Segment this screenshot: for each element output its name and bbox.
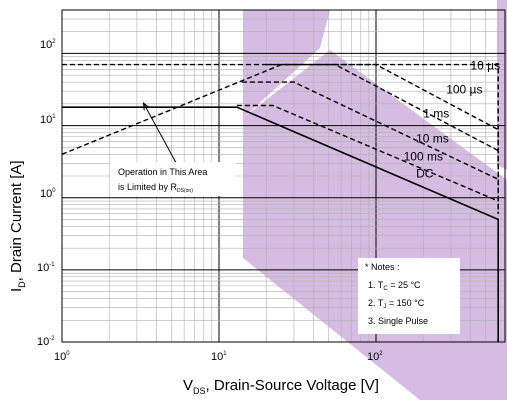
x-axis-title: VDS, Drain-Source Voltage [V] <box>183 377 379 396</box>
notes-item: 1. TC = 25 °C <box>368 280 421 292</box>
series-group <box>61 63 500 342</box>
notes-title: * Notes : <box>365 262 400 272</box>
curve-label: 10 ms <box>416 132 449 146</box>
x-tick-label: 102 <box>367 351 383 363</box>
x-tick-label: 100 <box>54 351 70 363</box>
curve-label: 100 µs <box>446 82 482 96</box>
series-line-100-ms <box>236 104 499 202</box>
y-tick-label: 10-2 <box>37 336 55 348</box>
series-line-10-ms <box>241 81 499 180</box>
curve-label: 100 ms <box>404 149 443 163</box>
y-tick-label: 101 <box>40 114 56 126</box>
series-line-10-s <box>62 63 499 214</box>
annotation-box <box>110 162 236 196</box>
series-line-100-s <box>61 63 499 214</box>
rdson-annotation: Operation in This Area is Limited by RDS… <box>110 104 236 196</box>
curve-labels: 10 µs 100 µs 1 ms 10 ms 100 ms DC <box>404 58 501 180</box>
overlay-band-main <box>243 50 507 400</box>
y-tick-label: 10-1 <box>37 262 55 274</box>
plot-frame <box>61 9 506 343</box>
annotation-arrow <box>144 104 181 171</box>
notes-item: 3. Single Pulse <box>368 316 428 326</box>
curve-label: 10 µs <box>471 58 501 72</box>
x-tick-label: 101 <box>211 351 227 363</box>
notes-item: 2. TJ = 150 °C <box>368 298 425 310</box>
notes-box: * Notes : 1. TC = 25 °C 2. TJ = 150 °C 3… <box>358 258 460 334</box>
annotation-line1: Operation in This Area <box>118 167 207 177</box>
series-line-1-ms <box>266 63 499 152</box>
curve-label: DC <box>416 167 434 181</box>
x-tick-labels: 100 101 102 <box>54 351 383 363</box>
y-tick-labels: 10-2 10-1 100 101 102 <box>37 39 56 348</box>
y-tick-label: 102 <box>40 39 56 51</box>
notes-background <box>358 258 460 334</box>
y-tick-label: 100 <box>40 188 56 200</box>
curve-label: 1 ms <box>423 106 449 120</box>
annotation-line2: is Limited by RDS(on) <box>118 182 193 194</box>
overlay-bands <box>243 0 507 400</box>
y-axis-title: ID, Drain Current [A] <box>8 160 27 292</box>
